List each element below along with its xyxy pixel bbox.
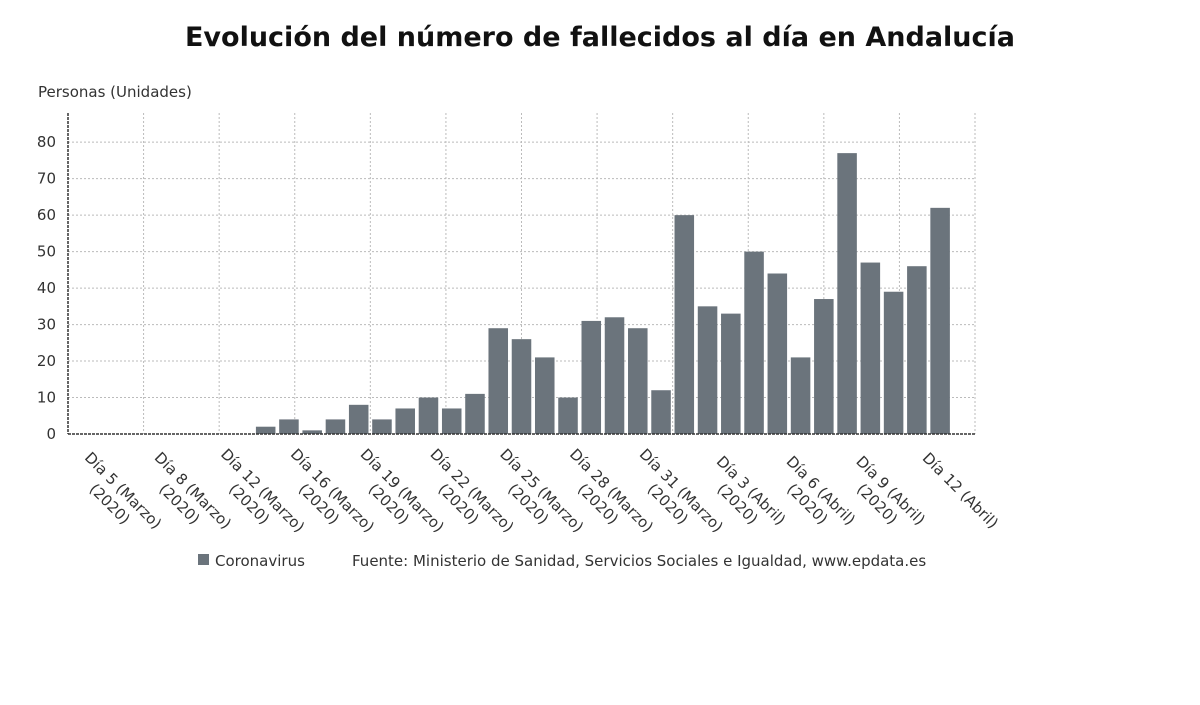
bar [395,408,415,434]
bar [255,426,276,434]
x-tick-label: Día 5 (Marzo)(2020) [68,448,166,546]
bar [907,266,927,434]
y-tick-label: 0 [46,425,56,443]
x-tick-group: Día 6 (Abril)(2020) [769,452,859,542]
bar [488,328,509,434]
y-tick-label: 40 [37,279,56,297]
bar [697,306,718,434]
bar [790,357,811,434]
x-tick-label: Día 31 (Marzo)(2020) [622,445,726,549]
y-tick-label: 70 [37,170,56,188]
chart-title: Evolución del número de fallecidos al dí… [185,22,1015,53]
bar [302,430,322,434]
x-tick-group: Día 5 (Marzo)(2020) [68,448,166,546]
x-tick-group: Día 9 (Abril)(2020) [839,452,929,542]
bar [860,262,881,434]
y-tick-label: 50 [37,243,56,261]
source: Fuente: Ministerio de Sanidad, Servicios… [352,552,926,570]
y-axis-label: Personas (Unidades) [38,83,192,101]
bar [418,397,439,434]
bar [814,299,834,434]
y-tick-label: 10 [37,389,56,407]
bar [325,419,346,434]
bar [883,291,904,434]
x-tick-group: Día 12 (Abril) [919,449,1002,532]
bar [721,313,741,434]
y-tick-label: 80 [37,133,56,151]
bar [674,215,695,434]
bar [511,339,532,434]
bar [651,390,671,434]
bar [348,404,369,434]
bar [628,328,648,434]
bar [767,273,788,434]
bar [558,397,578,434]
bar [930,207,950,434]
x-tick-label: Día 12 (Abril) [919,449,1002,532]
x-tick-label: Día 6 (Abril)(2020) [769,452,859,542]
bar [279,419,299,434]
y-tick-label: 30 [37,316,56,334]
bar [604,317,625,434]
bar [372,419,392,434]
bar [744,251,764,434]
bar [441,408,462,434]
legend-swatch [198,554,209,565]
x-tick-group: Día 31 (Marzo)(2020) [622,445,727,549]
bar [534,357,555,434]
y-tick-label: 20 [37,352,56,370]
bar [837,153,857,434]
legend-label: Coronavirus [215,552,305,570]
x-tick-label: Día 9 (Abril)(2020) [839,452,929,542]
y-tick-label: 60 [37,206,56,224]
bar [581,320,602,434]
bar [465,393,485,434]
